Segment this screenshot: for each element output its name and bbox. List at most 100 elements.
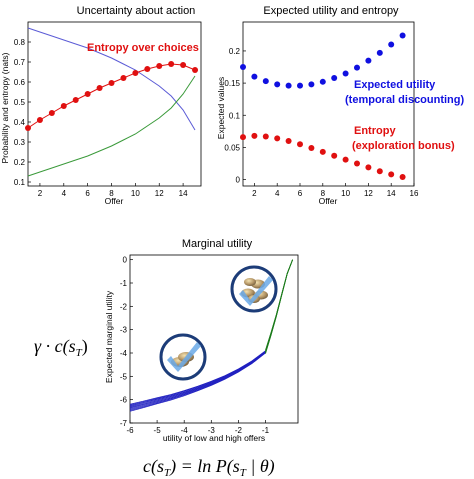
svg-text:γ · c(sT): γ · c(sT) bbox=[34, 336, 88, 359]
panel-b-entropy-point bbox=[354, 160, 360, 167]
panel-b-xtick-label: 12 bbox=[364, 189, 373, 198]
svg-text:c(sT) = ln P(sT | θ): c(sT) = ln P(sT | θ) bbox=[143, 456, 275, 479]
panel-a-entropy-point bbox=[25, 125, 31, 131]
panel-c-xtick-label: -6 bbox=[126, 426, 134, 435]
equation-gamma-cost: γ · c(sT) bbox=[34, 336, 88, 359]
panel-b-ytick-label: 0.2 bbox=[229, 47, 241, 56]
panel-c-ytick-label: -2 bbox=[120, 302, 128, 311]
panel-a-entropy-point bbox=[72, 97, 79, 103]
panel-a-series-line-0 bbox=[27, 27, 196, 131]
coins-low-offer-icon bbox=[159, 333, 207, 381]
panel-c-xtick-label: -4 bbox=[181, 426, 189, 435]
panel-b-utility-point bbox=[274, 81, 281, 88]
panel-a-entropy-point bbox=[96, 85, 103, 91]
panel-b-utility-point bbox=[319, 78, 326, 85]
panel-c-ytick-label: -5 bbox=[120, 372, 128, 381]
panel-c-xlabel: utility of low and high offers bbox=[163, 433, 265, 443]
equation-c-subscript-2: T bbox=[240, 467, 247, 479]
annotation-expected-utility: Expected utility bbox=[354, 79, 436, 91]
annotation-temporal-discounting: (temporal discounting) bbox=[345, 94, 465, 106]
panel-c-xtick-label: -2 bbox=[235, 426, 243, 435]
panel-b-utility-point bbox=[365, 57, 372, 64]
panel-a-ytick-label: 0.6 bbox=[14, 78, 26, 87]
panel-a-entropy-point bbox=[144, 66, 151, 72]
panel-a-xtick-label: 12 bbox=[155, 189, 164, 198]
panel-b-utility-point bbox=[240, 64, 246, 71]
panel-b-ytick-label: 0.05 bbox=[224, 143, 240, 152]
panel-a-entropy-point bbox=[60, 103, 67, 109]
panel-a-xtick-label: 2 bbox=[38, 189, 43, 198]
panel-c-high-offer-curve bbox=[265, 259, 293, 351]
panel-b-utility-point bbox=[285, 82, 292, 89]
panel-a-xtick-label: 10 bbox=[131, 189, 140, 198]
panel-b-xtick-label: 4 bbox=[275, 189, 280, 198]
panel-b-utility-point bbox=[297, 82, 303, 89]
equation-c-part: c(s bbox=[143, 456, 164, 477]
equation-c-subscript-1: T bbox=[164, 467, 171, 479]
panel-b-utility-point bbox=[388, 41, 395, 48]
panel-b-utility-point bbox=[342, 70, 349, 77]
coins-high-offer-icon bbox=[230, 265, 278, 313]
panel-b-utility-point bbox=[308, 81, 315, 88]
panel-b-entropy-point bbox=[285, 137, 292, 144]
panel-c-ytick-label: -7 bbox=[120, 419, 128, 428]
panel-c-ytick-label: -4 bbox=[120, 349, 128, 358]
panel-a-ytick-label: 0.3 bbox=[14, 138, 26, 147]
panel-c-low-offer-curve bbox=[129, 350, 266, 405]
panel-b-ytick-label: 0.1 bbox=[229, 111, 241, 120]
panel-b-ytick-label: 0 bbox=[236, 176, 241, 185]
panel-a-entropy-point bbox=[180, 62, 187, 68]
panel-b-entropy-point bbox=[274, 135, 281, 142]
panel-a-xtick-label: 6 bbox=[85, 189, 90, 198]
equation-gamma-close: ) bbox=[82, 336, 88, 357]
panel-c-ytick-label: -6 bbox=[120, 396, 128, 405]
panel-c-title: Marginal utility bbox=[182, 238, 253, 250]
panel-a-ytick-label: 0.8 bbox=[14, 38, 26, 47]
panel-a-title: Uncertainty about action bbox=[77, 5, 196, 17]
panel-b-xtick-label: 10 bbox=[341, 189, 350, 198]
panel-a-entropy-point bbox=[120, 75, 127, 81]
panel-a-entropy-point bbox=[132, 70, 139, 76]
panel-b-entropy-point bbox=[251, 132, 258, 139]
panel-a-ytick-label: 0.7 bbox=[14, 58, 26, 67]
panel-b-utility-point bbox=[262, 78, 269, 85]
panel-b-xlabel: Offer bbox=[319, 196, 338, 206]
panel-b-xtick-label: 8 bbox=[321, 189, 326, 198]
annotation-exploration-bonus: (exploration bonus) bbox=[352, 140, 455, 152]
panel-b-entropy-point bbox=[365, 164, 372, 171]
panel-b-ylabel: Expected values bbox=[216, 77, 226, 139]
panel-b-xtick-label: 14 bbox=[387, 189, 396, 198]
panel-a-axes-box bbox=[27, 21, 202, 187]
panel-b-xtick-label: 2 bbox=[252, 189, 257, 198]
panel-a-ytick-label: 0.1 bbox=[14, 178, 26, 187]
panel-b-utility-point bbox=[331, 74, 338, 81]
panel-b-entropy-point bbox=[388, 171, 395, 178]
panel-b-entropy-point bbox=[319, 148, 326, 155]
panel-a-entropy-point bbox=[36, 117, 43, 123]
panel-b-entropy-point bbox=[308, 145, 315, 152]
panel-a-ytick-label: 0.5 bbox=[14, 98, 26, 107]
panel-c-xtick-label: -5 bbox=[154, 426, 162, 435]
panel-a-entropy-point bbox=[168, 61, 175, 67]
panel-b-utility-point bbox=[376, 49, 383, 56]
panel-b-entropy-point bbox=[331, 152, 338, 159]
panel-marginal-utility: Marginal utility -6 -5 -4 -3 -2 -1 0 -1 -2 -3 -4 -5… bbox=[104, 238, 299, 443]
equation-gamma-subscript: T bbox=[76, 347, 83, 359]
panel-b-entropy-point bbox=[342, 156, 349, 163]
panel-b-utility-point bbox=[399, 32, 406, 39]
panel-a-entropy-point bbox=[84, 91, 91, 97]
equation-lnp-part: ) = ln P(s bbox=[169, 456, 240, 477]
panel-b-xtick-label: 16 bbox=[410, 189, 419, 198]
panel-a-entropy-point bbox=[192, 67, 199, 73]
equation-gamma-main: γ · c(s bbox=[34, 336, 76, 357]
panel-a-series-line-2 bbox=[27, 63, 196, 129]
equation-theta-part: | θ) bbox=[246, 456, 275, 477]
panel-b-entropy-point bbox=[262, 133, 269, 140]
panel-c-xtick-label: -3 bbox=[208, 426, 216, 435]
panel-a-xlabel: Offer bbox=[105, 196, 124, 206]
panel-b-utility-point bbox=[251, 73, 258, 80]
panel-c-xtick-label: -1 bbox=[262, 426, 270, 435]
panel-a-entropy-point bbox=[108, 80, 115, 86]
panel-c-axes-box bbox=[129, 254, 299, 424]
